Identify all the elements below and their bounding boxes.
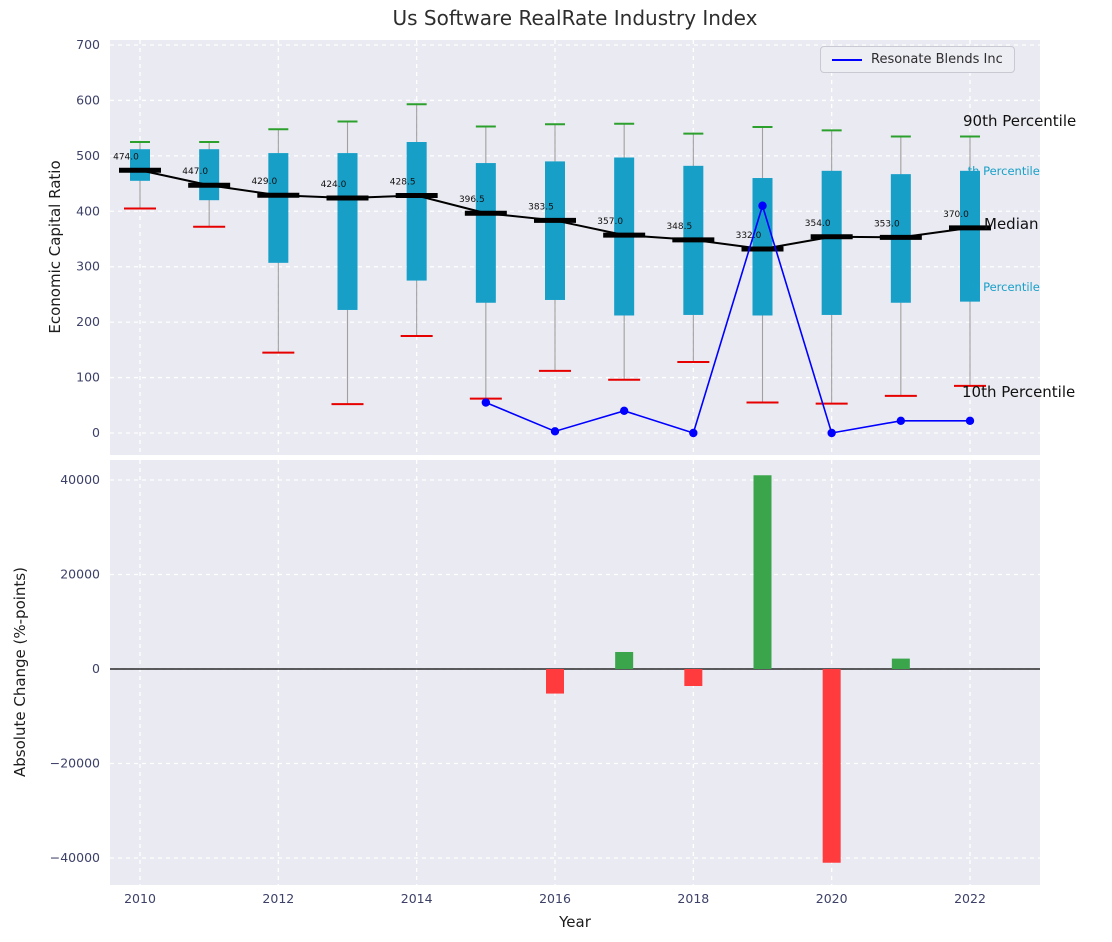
company-marker (827, 428, 836, 438)
y-tick-label: 600 (76, 92, 100, 107)
y-tick-label: 40000 (60, 472, 100, 487)
y-tick-label: 0 (92, 425, 100, 440)
annotation-25th-percentile: 25th Percentile (967, 280, 1040, 294)
bar-2016 (546, 669, 564, 694)
x-tick-label: 2012 (262, 891, 294, 906)
legend-line-sample (832, 58, 862, 61)
x-tick-label: 2022 (954, 891, 986, 906)
y-tick-label: 300 (76, 259, 100, 274)
top-y-axis-label: Economic Capital Ratio (46, 160, 64, 334)
iqr-box-2010 (130, 149, 150, 181)
y-tick-label: 100 (76, 370, 100, 385)
company-marker (550, 427, 560, 436)
median-value-label: 424.0 (321, 180, 347, 190)
y-tick-label: 200 (76, 314, 100, 329)
iqr-box-2014 (406, 142, 427, 281)
company-marker (896, 416, 906, 426)
x-tick-label: 2018 (677, 891, 709, 906)
company-marker (965, 416, 975, 426)
median-value-label: 370.0 (943, 210, 969, 220)
x-tick-label: 2014 (401, 891, 433, 906)
median-value-label: 353.0 (874, 219, 900, 229)
median-value-label: 332.0 (736, 231, 762, 241)
annotation-90th-percentile: 90th Percentile (963, 112, 1076, 130)
annotation-median-text: Median (984, 215, 1039, 233)
y-tick-label: −40000 (50, 850, 100, 865)
company-marker (689, 428, 698, 438)
top-panel (110, 40, 1040, 455)
company-marker (758, 201, 767, 210)
annotation-75th-text: 75th Percentile (967, 164, 1040, 178)
company-marker (481, 398, 491, 407)
bar-2021 (891, 658, 910, 669)
iqr-box-2015 (475, 163, 496, 303)
annotation-10th-text: 10th Percentile (962, 383, 1076, 401)
x-axis-label: Year (559, 913, 591, 931)
median-value-label: 429.0 (251, 177, 277, 187)
annotation-75th-percentile: 75th Percentile (967, 164, 1040, 178)
company-line (485, 202, 970, 435)
company-marker (619, 406, 629, 416)
median-value-label: 354.0 (805, 219, 831, 229)
median-value-label: 383.5 (528, 202, 554, 212)
median-value-label: 348.5 (666, 222, 692, 232)
x-tick-label: 2010 (124, 891, 156, 906)
x-tick-label: 2016 (539, 891, 571, 906)
iqr-box-2022 (960, 170, 980, 302)
bar-2020 (822, 669, 841, 863)
median-value-label: 428.5 (390, 177, 416, 187)
chart-title: Us Software RealRate Industry Index (392, 6, 758, 30)
iqr-box-2012 (268, 153, 289, 263)
bar-2019 (753, 475, 772, 669)
iqr-box-2020 (821, 170, 842, 315)
annotation-10th-percentile: 10th Percentile (962, 383, 1075, 401)
iqr-box-2016 (545, 161, 565, 300)
annotation-25th-text: 25th Percentile (967, 280, 1040, 294)
median-value-label: 396.5 (459, 195, 485, 205)
y-tick-label: 0 (92, 661, 100, 676)
bar-2018 (684, 669, 703, 687)
annotation-median: Median (984, 215, 1039, 233)
y-tick-label: 700 (76, 37, 100, 52)
annotation-90th-text: 90th Percentile (963, 112, 1077, 130)
y-tick-label: 400 (76, 203, 100, 218)
y-tick-label: −20000 (50, 756, 100, 771)
iqr-box-2013 (337, 153, 358, 310)
median-value-label: 357.0 (597, 217, 623, 227)
y-tick-label: 20000 (60, 567, 100, 582)
bottom-panel (110, 460, 1040, 885)
median-value-label: 474.0 (113, 152, 139, 162)
legend-label: Resonate Blends Inc (871, 52, 1003, 67)
x-tick-label: 2020 (816, 891, 848, 906)
y-tick-label: 500 (76, 148, 100, 163)
bar-2017 (615, 651, 634, 669)
median-value-label: 447.0 (182, 167, 208, 177)
legend: Resonate Blends Inc (820, 46, 1015, 73)
bottom-y-axis-label: Absolute Change (%-points) (11, 567, 29, 777)
